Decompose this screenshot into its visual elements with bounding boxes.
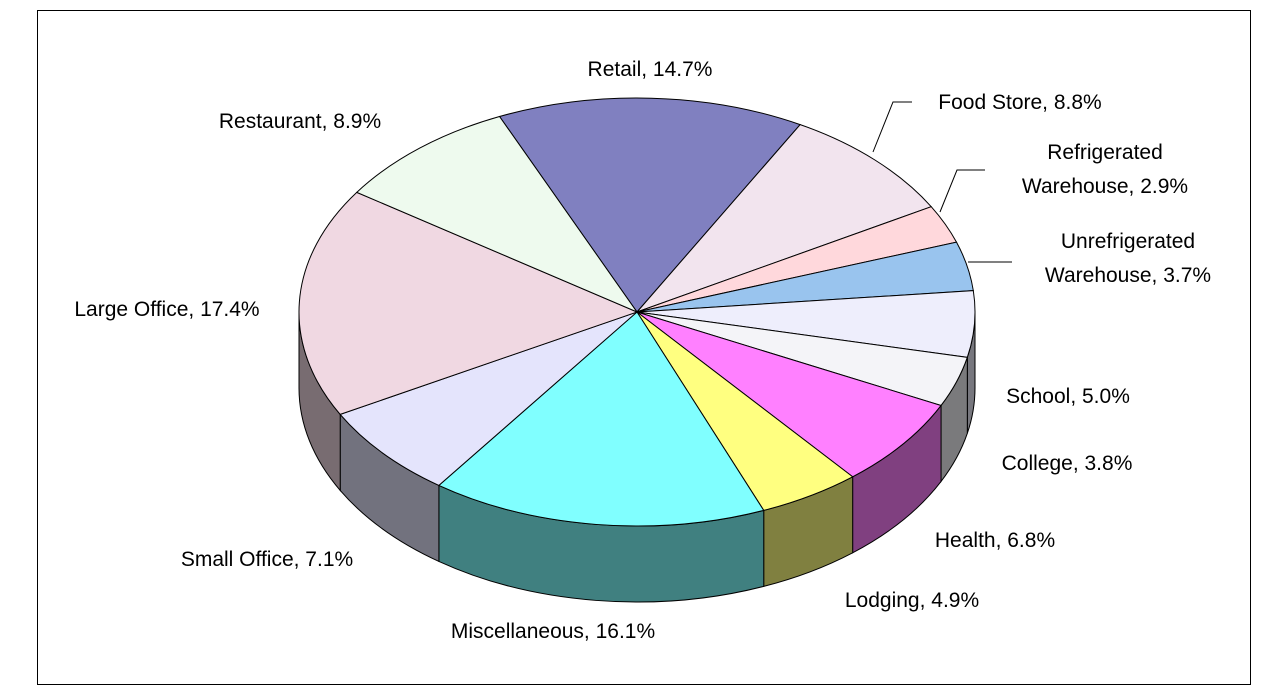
pie-slice (339, 311, 638, 486)
slice-label: Lodging, 4.9% (844, 589, 980, 612)
slice-label: Health, 6.8% (934, 529, 1056, 552)
slice-label: Refrigerated Warehouse, 2.9% (1021, 141, 1189, 198)
slice-label: Large Office, 17.4% (74, 298, 260, 321)
slice-label: Restaurant, 8.9% (218, 110, 382, 133)
leader-line (872, 101, 912, 153)
pie-slice (635, 124, 933, 314)
pie-slice (355, 115, 639, 314)
slice-label: Unrefrigerated Warehouse, 3.7% (1044, 230, 1212, 287)
slice-label: College, 3.8% (1001, 452, 1133, 475)
pie-slice (498, 97, 802, 313)
slice-label: Food Store, 8.8% (938, 91, 1102, 114)
pie-slice (437, 311, 765, 527)
slice-label: School, 5.0% (1006, 385, 1130, 408)
slice-label: Retail, 14.7% (587, 58, 713, 81)
leader-line (939, 169, 985, 213)
pie-slice (636, 311, 942, 478)
pie-slice (298, 191, 639, 415)
slice-label: Small Office, 7.1% (180, 548, 354, 571)
pie-sides (298, 311, 976, 603)
slice-label: Miscellaneous, 16.1% (450, 620, 656, 643)
pie-tops (298, 97, 976, 527)
chart-border (37, 10, 1251, 685)
